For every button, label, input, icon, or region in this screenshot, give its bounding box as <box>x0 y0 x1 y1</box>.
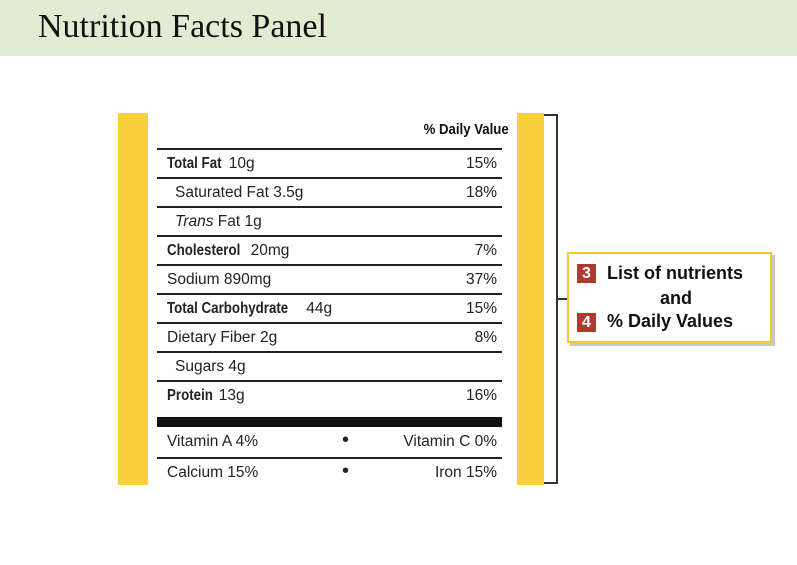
nutrient-name-italic: Trans <box>175 213 214 230</box>
nutrition-facts-panel: % Daily Value Total Fat 10g 15% Saturate… <box>148 113 517 485</box>
nutrient-daily-value: 15% <box>465 300 497 317</box>
callout-box: 3 List of nutrients and 4 % Daily Values <box>567 252 772 343</box>
nutrient-label-bold: Total Fat <box>167 155 222 172</box>
nutrient-daily-value: 37% <box>465 271 497 288</box>
nutrient-name: Total Fat 10g <box>167 155 255 173</box>
bullet-separator: • <box>342 429 350 451</box>
nutrient-name: Protein 13g <box>167 387 245 405</box>
nutrient-row-dietary-fiber: Dietary Fiber 2g 8% <box>157 322 502 351</box>
vitamin-right: Vitamin C 0% <box>403 433 497 450</box>
nutrient-row-cholesterol: Cholesterol 20mg 7% <box>157 235 502 264</box>
nutrient-amount: 44g <box>306 300 333 317</box>
nutrient-name: Cholesterol 20mg <box>167 242 289 260</box>
nutrient-row-trans-fat: Trans Fat 1g <box>157 206 502 235</box>
title-bar: Nutrition Facts Panel <box>0 0 797 56</box>
vitamin-right: Iron 15% <box>434 464 497 481</box>
nutrient-row-sugars: Sugars 4g <box>157 351 502 380</box>
nutrient-row-saturated-fat: Saturated Fat 3.5g 18% <box>157 177 502 206</box>
nutrient-amount: 13g <box>218 387 245 404</box>
nutrient-amount: 20mg <box>250 242 290 259</box>
nutrient-name: Dietary Fiber 2g <box>167 329 278 346</box>
nutrient-name-rest: Fat 1g <box>217 213 262 230</box>
nutrient-row-protein: Protein 13g 16% <box>157 380 502 409</box>
bracket-line <box>544 114 558 484</box>
nutrient-daily-value: 7% <box>474 242 497 259</box>
step-3-badge: 3 <box>577 264 596 283</box>
nutrient-row-total-carbohydrate: Total Carbohydrate 44g 15% <box>157 293 502 322</box>
nutrient-amount: 10g <box>228 155 255 172</box>
step-4-badge: 4 <box>577 313 596 332</box>
left-yellow-band <box>118 113 148 485</box>
vitamin-row: Vitamin A 4% • Vitamin C 0% <box>157 428 502 457</box>
callout-line-2: and <box>660 288 693 308</box>
vitamin-left: Calcium 15% <box>167 464 259 481</box>
nutrient-label-bold: Cholesterol <box>167 242 241 259</box>
nutrient-row-sodium: Sodium 890mg 37% <box>157 264 502 293</box>
page-title: Nutrition Facts Panel <box>38 8 327 45</box>
bullet-separator: • <box>342 460 350 482</box>
nutrient-name: Saturated Fat 3.5g <box>175 184 304 201</box>
nutrient-row-total-fat: Total Fat 10g 15% <box>157 148 502 177</box>
bracket-connector <box>558 298 568 300</box>
nutrient-daily-value: 8% <box>474 329 497 346</box>
daily-value-header: % Daily Value <box>423 121 509 138</box>
nutrient-label-bold: Protein <box>167 387 213 404</box>
callout-line-1: List of nutrients <box>607 263 743 283</box>
nutrient-daily-value: 18% <box>465 184 497 201</box>
right-yellow-band <box>517 113 544 485</box>
mineral-row: Calcium 15% • Iron 15% <box>157 457 502 486</box>
nutrient-name: Sugars 4g <box>175 358 246 375</box>
nutrient-name: Total Carbohydrate 44g <box>167 300 332 318</box>
nutrient-daily-value: 15% <box>465 155 497 172</box>
vitamin-left: Vitamin A 4% <box>167 433 259 450</box>
callout-line-3: % Daily Values <box>607 311 734 331</box>
nutrient-daily-value: 16% <box>465 387 497 404</box>
nutrient-name: Trans Fat 1g <box>175 213 262 231</box>
nutrient-label-bold: Total Carbohydrate <box>167 300 289 317</box>
nutrient-name: Sodium 890mg <box>167 271 272 288</box>
thick-divider <box>157 417 502 427</box>
